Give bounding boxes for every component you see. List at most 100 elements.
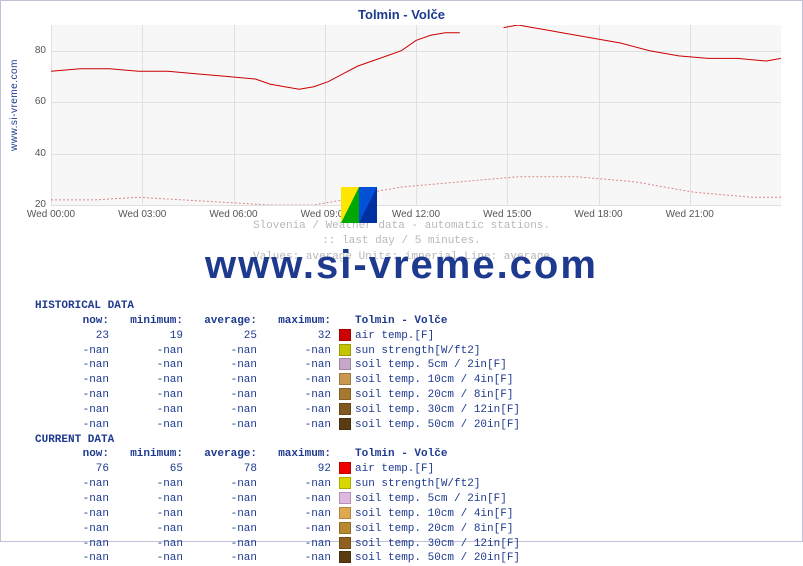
legend-label: sun strength[W/ft2] — [355, 478, 480, 490]
table-cell: -nan — [183, 537, 257, 552]
table-cell: 65 — [109, 462, 183, 477]
station-name-label: Tolmin - Volče — [355, 315, 447, 327]
legend-label: soil temp. 50cm / 20in[F] — [355, 419, 520, 431]
chart-series-line — [51, 177, 781, 205]
table-cell: -nan — [183, 344, 257, 359]
table-cell: -nan — [35, 373, 109, 388]
table-cell: -nan — [109, 537, 183, 552]
chart-series-line — [504, 25, 781, 61]
table-row: -nan-nan-nan-nansoil temp. 10cm / 4in[F] — [35, 373, 520, 388]
legend-swatch-icon — [339, 551, 351, 563]
table-cell: -nan — [109, 522, 183, 537]
chart-subtitle-block: Slovenia / Weather data - automatic stat… — [1, 219, 802, 265]
source-label-vertical: www.si-vreme.com — [9, 59, 20, 151]
legend-label: sun strength[W/ft2] — [355, 345, 480, 357]
table-row: -nan-nan-nan-nansoil temp. 10cm / 4in[F] — [35, 507, 520, 522]
table-cell: -nan — [183, 373, 257, 388]
table-column-headers: now:minimum:average:maximum:Tolmin - Vol… — [35, 447, 520, 462]
table-cell: -nan — [183, 551, 257, 566]
table-cell: -nan — [35, 492, 109, 507]
column-header: average: — [183, 447, 257, 462]
table-cell: -nan — [257, 507, 331, 522]
legend-swatch-icon — [339, 388, 351, 400]
legend-swatch-icon — [339, 507, 351, 519]
y-axis-tick: 60 — [26, 96, 46, 107]
table-row: -nan-nan-nan-nansun strength[W/ft2] — [35, 477, 520, 492]
legend-label: soil temp. 5cm / 2in[F] — [355, 493, 507, 505]
legend-label: soil temp. 5cm / 2in[F] — [355, 359, 507, 371]
legend-label: soil temp. 20cm / 8in[F] — [355, 523, 513, 535]
table-cell: -nan — [35, 358, 109, 373]
site-logo-icon — [341, 187, 377, 223]
table-cell: -nan — [109, 373, 183, 388]
table-cell: -nan — [35, 507, 109, 522]
table-cell: -nan — [109, 507, 183, 522]
table-cell: -nan — [109, 418, 183, 433]
table-cell: -nan — [257, 373, 331, 388]
table-cell: 76 — [35, 462, 109, 477]
table-cell: -nan — [35, 418, 109, 433]
table-cell: -nan — [109, 492, 183, 507]
legend-swatch-icon — [339, 477, 351, 489]
column-header: maximum: — [257, 314, 331, 329]
table-cell: -nan — [257, 388, 331, 403]
table-cell: 78 — [183, 462, 257, 477]
table-cell: -nan — [257, 537, 331, 552]
table-cell: -nan — [257, 522, 331, 537]
table-cell: 32 — [257, 329, 331, 344]
legend-label: soil temp. 30cm / 12in[F] — [355, 538, 520, 550]
table-cell: -nan — [35, 522, 109, 537]
table-cell: -nan — [35, 388, 109, 403]
table-cell: -nan — [183, 522, 257, 537]
table-cell: 92 — [257, 462, 331, 477]
table-row: 76657892air temp.[F] — [35, 462, 520, 477]
table-cell: -nan — [257, 418, 331, 433]
table-cell: -nan — [35, 477, 109, 492]
table-section-header: CURRENT DATA — [35, 433, 520, 448]
data-tables-container: HISTORICAL DATAnow:minimum:average:maxim… — [35, 299, 520, 566]
table-cell: -nan — [109, 358, 183, 373]
table-cell: -nan — [183, 358, 257, 373]
legend-swatch-icon — [339, 329, 351, 341]
column-header: now: — [35, 447, 109, 462]
table-cell: -nan — [35, 403, 109, 418]
table-column-headers: now:minimum:average:maximum: Tolmin - Vol… — [35, 314, 520, 329]
table-row: -nan-nan-nan-nansoil temp. 30cm / 12in[F… — [35, 403, 520, 418]
chart-series-line — [51, 33, 460, 90]
subtitle-line-3: Values: average Units: imperial Line: av… — [1, 250, 802, 265]
gridline-horizontal — [51, 205, 781, 206]
column-header: average: — [183, 314, 257, 329]
chart-title: Tolmin - Volče — [1, 7, 802, 22]
legend-label: soil temp. 50cm / 20in[F] — [355, 552, 520, 564]
table-cell: -nan — [183, 507, 257, 522]
chart-series-svg — [51, 25, 781, 205]
table-cell: 23 — [35, 329, 109, 344]
table-cell: -nan — [109, 551, 183, 566]
table-cell: -nan — [109, 403, 183, 418]
column-header: now: — [35, 314, 109, 329]
legend-label: soil temp. 10cm / 4in[F] — [355, 374, 513, 386]
table-cell: -nan — [257, 477, 331, 492]
table-cell: -nan — [183, 492, 257, 507]
table-cell: -nan — [109, 344, 183, 359]
table-cell: 19 — [109, 329, 183, 344]
table-cell: -nan — [183, 477, 257, 492]
legend-swatch-icon — [339, 418, 351, 430]
legend-label: soil temp. 30cm / 12in[F] — [355, 404, 520, 416]
table-row: -nan-nan-nan-nansoil temp. 20cm / 8in[F] — [35, 522, 520, 537]
subtitle-line-1: Slovenia / Weather data - automatic stat… — [1, 219, 802, 234]
table-row: -nan-nan-nan-nansoil temp. 5cm / 2in[F] — [35, 358, 520, 373]
table-cell: -nan — [35, 344, 109, 359]
legend-swatch-icon — [339, 358, 351, 370]
column-header: minimum: — [109, 314, 183, 329]
table-cell: -nan — [257, 492, 331, 507]
table-cell: -nan — [109, 477, 183, 492]
table-row: -nan-nan-nan-nansoil temp. 50cm / 20in[F… — [35, 551, 520, 566]
table-cell: -nan — [257, 358, 331, 373]
table-cell: -nan — [183, 418, 257, 433]
table-cell: -nan — [257, 344, 331, 359]
table-row: 23192532air temp.[F] — [35, 329, 520, 344]
column-header: maximum: — [257, 447, 331, 462]
table-cell: -nan — [35, 551, 109, 566]
table-cell: -nan — [35, 537, 109, 552]
